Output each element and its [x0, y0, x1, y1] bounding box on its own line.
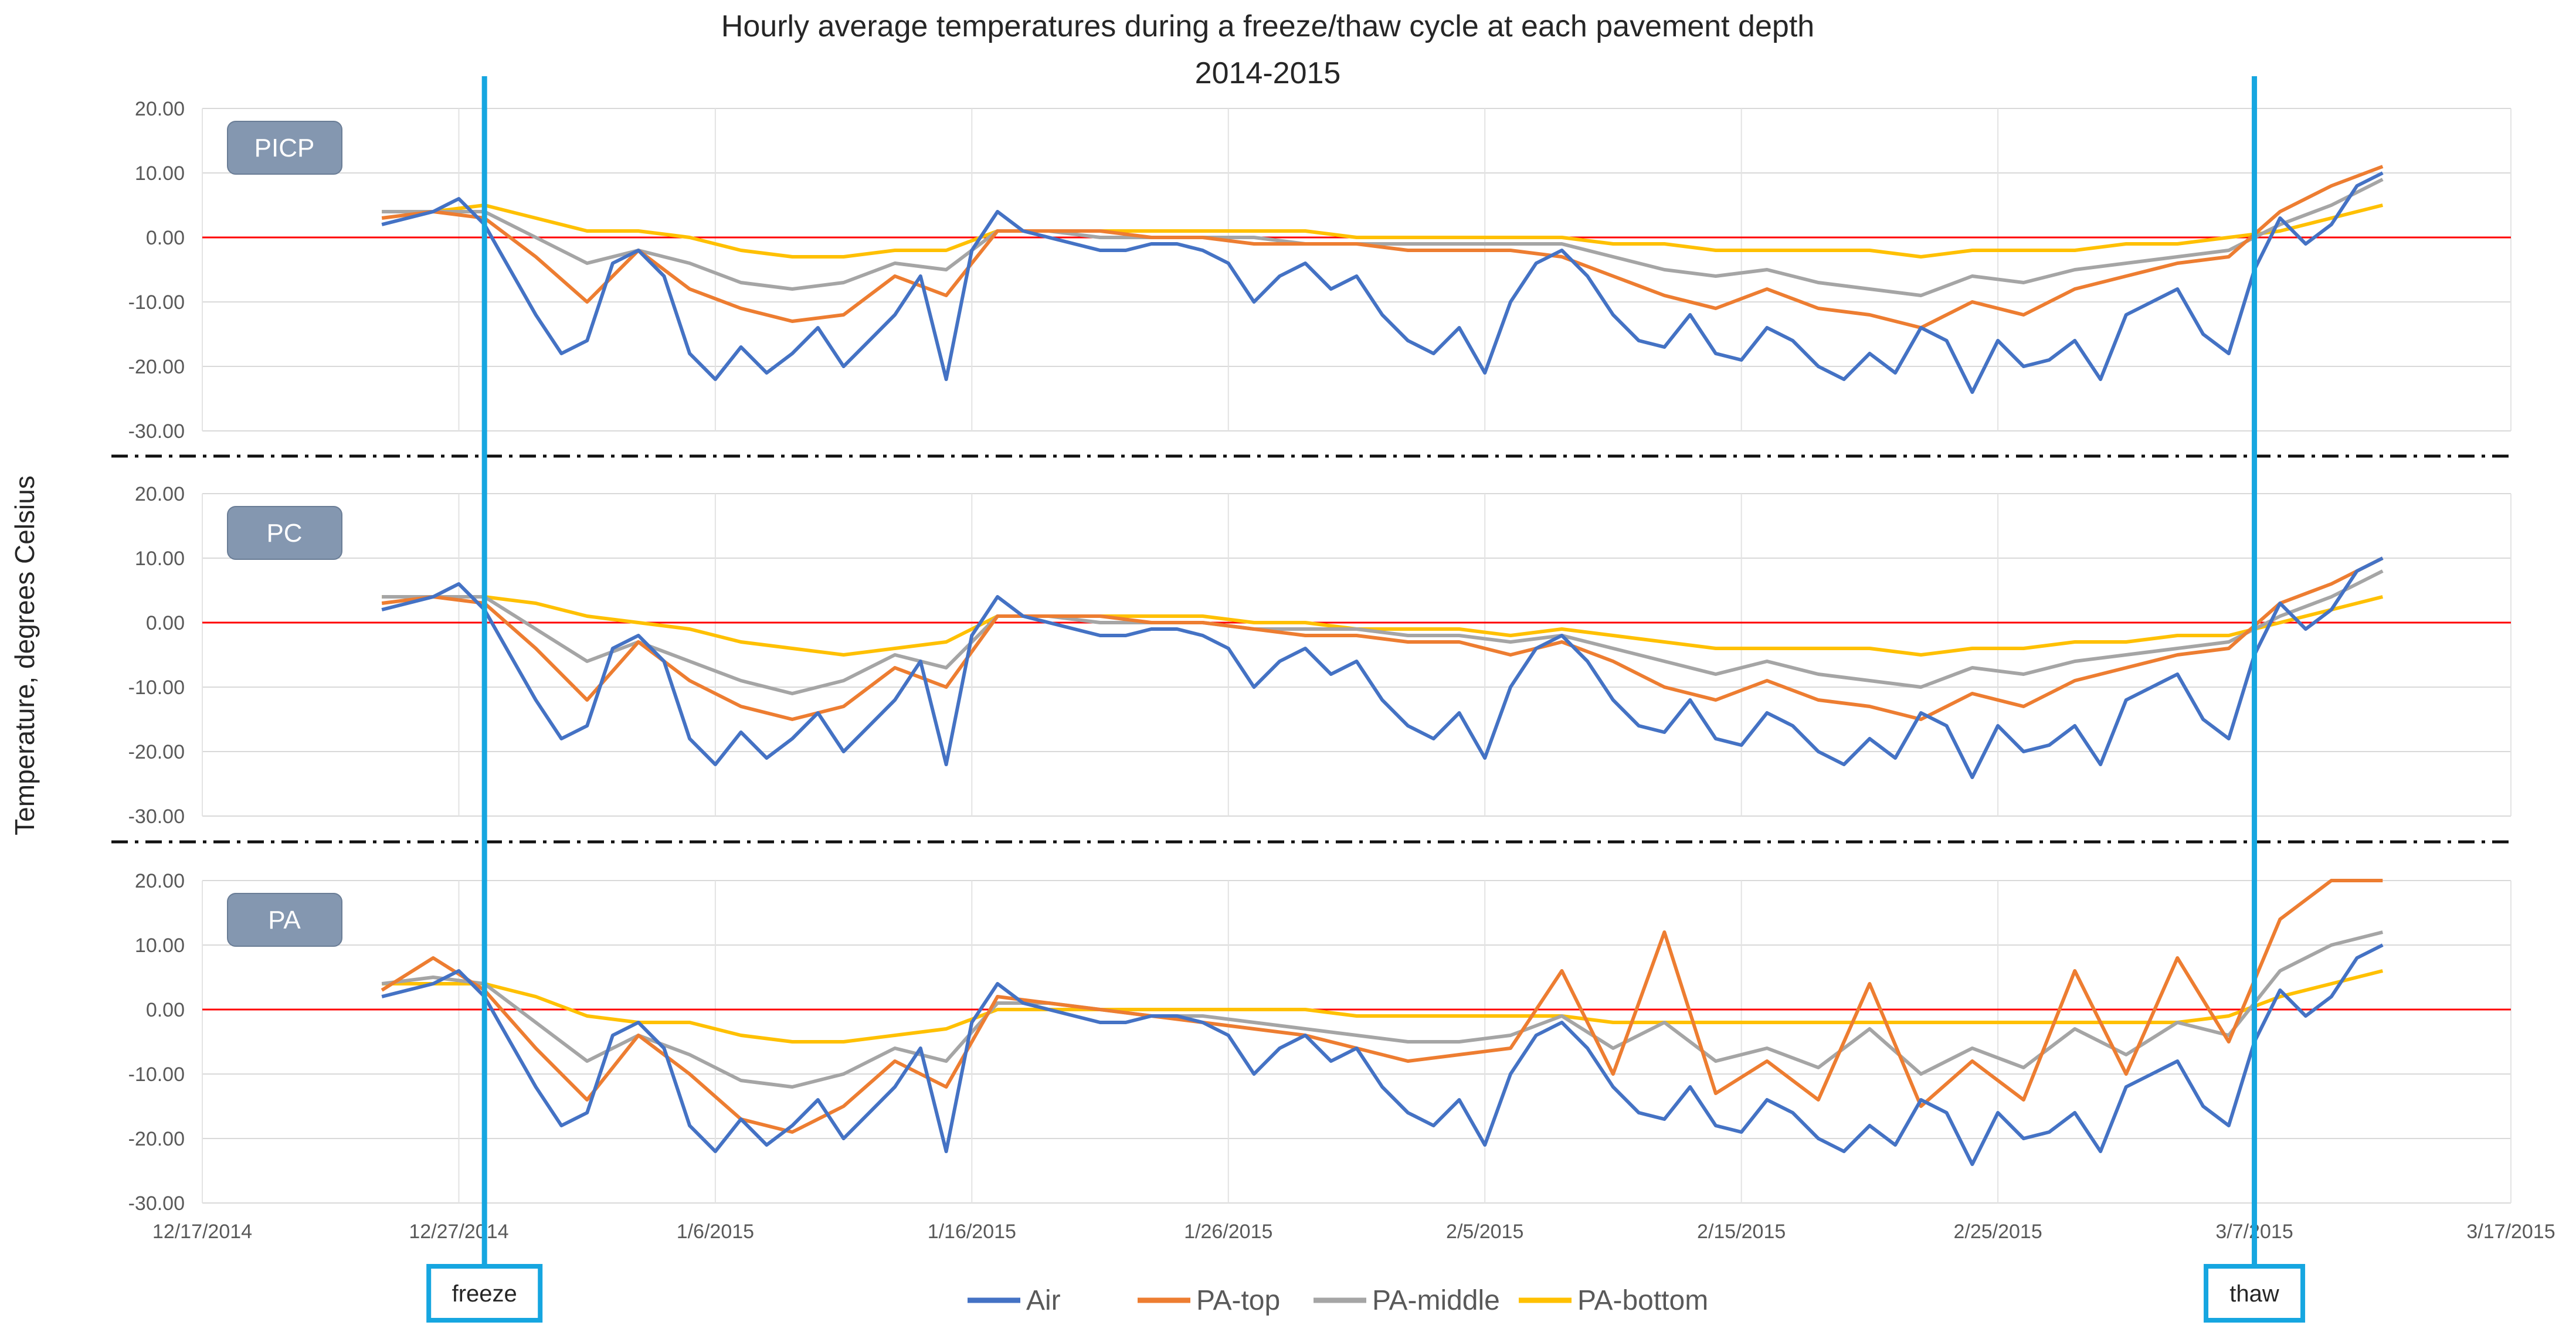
panel-pa-label: PA	[268, 906, 301, 934]
panel-picp-y-tick-label: -20.00	[128, 356, 185, 378]
legend-label-pa-top: PA-top	[1196, 1285, 1280, 1316]
panel-pa-y-tick-label: -20.00	[128, 1128, 185, 1150]
panel-pc-label-badge	[227, 506, 342, 560]
x-tick-label: 1/6/2015	[677, 1221, 754, 1243]
panel-picp-label-badge	[227, 121, 342, 175]
event-label-freeze: freeze	[452, 1281, 517, 1307]
panel-pc-label: PC	[266, 519, 302, 548]
panel-picp-series-pa-bottom	[382, 203, 2384, 259]
x-tick-label: 12/27/2014	[409, 1221, 508, 1243]
panel-pc-series-pa-bottom	[382, 595, 2384, 657]
panel-pa-series-pa-bottom	[382, 969, 2384, 1044]
x-tick-label: 2/25/2015	[1953, 1221, 2042, 1243]
panel-picp-y-tick-label: 0.00	[146, 227, 185, 249]
panel-pc-y-tick-label: -30.00	[128, 806, 185, 828]
event-box-freeze	[426, 1264, 543, 1323]
panel-picp-y-tick-label: 20.00	[135, 98, 185, 120]
panel-picp-y-tick-label: 10.00	[135, 162, 185, 185]
panel-picp-y-tick-label: -10.00	[128, 291, 185, 314]
panel-pa-y-tick-label: 0.00	[146, 999, 185, 1021]
x-tick-label: 3/17/2015	[2466, 1221, 2555, 1243]
panel-pa-y-tick-label: 20.00	[135, 870, 185, 892]
panel-pc-y-tick-label: -10.00	[128, 677, 185, 699]
panel-picp-series-air	[381, 171, 2384, 394]
legend-label-pa-middle: PA-middle	[1372, 1285, 1500, 1316]
panel-picp-series-pa-middle	[382, 178, 2384, 297]
chart-subtitle: 2014-2015	[1195, 56, 1341, 90]
panel-pc-y-tick-label: 10.00	[135, 548, 185, 570]
legend-label-pa-bottom: PA-bottom	[1577, 1285, 1708, 1316]
panel-picp-y-tick-label: -30.00	[128, 420, 185, 443]
panel-pc-y-tick-label: 0.00	[146, 612, 185, 634]
x-tick-label: 1/16/2015	[928, 1221, 1016, 1243]
legend: Air PA-top PA-middle PA-bottom	[968, 1285, 1708, 1316]
event-label-thaw: thaw	[2229, 1281, 2279, 1307]
chart-title: Hourly average temperatures during a fre…	[721, 9, 1814, 43]
x-tick-label: 12/17/2014	[152, 1221, 252, 1243]
panel-pa-series-pa-top	[381, 879, 2383, 1134]
legend-label-air: Air	[1026, 1285, 1061, 1316]
panel-pc-y-tick-label: 20.00	[135, 483, 185, 505]
x-tick-label: 2/5/2015	[1446, 1221, 1523, 1243]
panel-pa-series-pa-middle	[381, 930, 2384, 1089]
panel-pa-y-tick-label: -30.00	[128, 1192, 185, 1215]
x-tick-label: 1/26/2015	[1184, 1221, 1272, 1243]
panel-pc-series-air	[381, 556, 2384, 779]
panel-pc-series-pa-top	[381, 556, 2384, 721]
panel-pa-series-air	[381, 943, 2384, 1166]
panel-picp-series-pa-top	[381, 165, 2384, 329]
plot-layer: 20.00 10.00 0.00 -10.00 -20.00 -30.00 PICP 20.0…	[111, 76, 2555, 1323]
event-box-thaw	[2204, 1264, 2306, 1323]
panel-pa-y-tick-label: -10.00	[128, 1063, 185, 1086]
panel-pc-series-pa-middle	[382, 569, 2384, 695]
panel-picp-label: PICP	[254, 134, 315, 162]
y-axis-label: Temperature, degrees Celsius	[9, 475, 40, 835]
x-tick-label: 2/15/2015	[1697, 1221, 1786, 1243]
panel-pa-label-badge	[227, 893, 342, 947]
panel-pa-y-tick-label: 10.00	[135, 934, 185, 957]
panel-pc-y-tick-label: -20.00	[128, 741, 185, 763]
